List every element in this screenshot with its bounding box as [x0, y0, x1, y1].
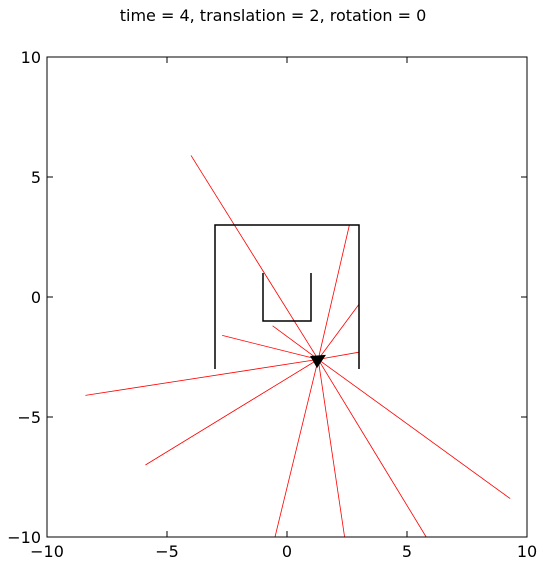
tick-labels-layer: −10 −5 0 5 10 −10 −5 0 5 10	[7, 48, 537, 561]
x-tick-label: −10	[30, 542, 64, 561]
y-tick-label: −10	[7, 528, 41, 547]
chart-title: time = 4, translation = 2, rotation = 0	[119, 6, 427, 25]
plot-frame	[46, 56, 528, 538]
y-tick-label: 5	[31, 168, 41, 187]
y-tick-label: −5	[17, 408, 41, 427]
sensor-ray-1	[317, 224, 350, 360]
sensor-ray-6	[317, 359, 345, 538]
sensor-ray-8	[145, 359, 319, 466]
x-tick-label: 10	[517, 542, 537, 561]
y-tick-label: 10	[21, 48, 41, 67]
sensor-ray-5	[317, 359, 427, 538]
sensor-ray-10	[222, 335, 319, 360]
robot-layer	[310, 354, 326, 369]
x-tick-label: −5	[155, 542, 179, 561]
rays-layer	[85, 155, 511, 538]
sensor-ray-11	[272, 325, 319, 360]
wall-1	[262, 273, 312, 322]
sensor-ray-7	[274, 359, 319, 538]
sensor-ray-2	[317, 303, 360, 360]
y-tick-label: 0	[31, 288, 41, 307]
robot-marker	[310, 354, 326, 369]
sensor-ray-9	[85, 359, 319, 396]
ticks-layer	[46, 56, 528, 538]
sensor-ray-3	[318, 351, 360, 360]
wall-0	[214, 224, 360, 369]
walls-layer	[214, 224, 360, 369]
sensor-ray-0	[190, 155, 319, 360]
sensor-ray-4	[317, 359, 511, 499]
x-tick-label: 0	[282, 542, 292, 561]
x-tick-label: 5	[402, 542, 412, 561]
